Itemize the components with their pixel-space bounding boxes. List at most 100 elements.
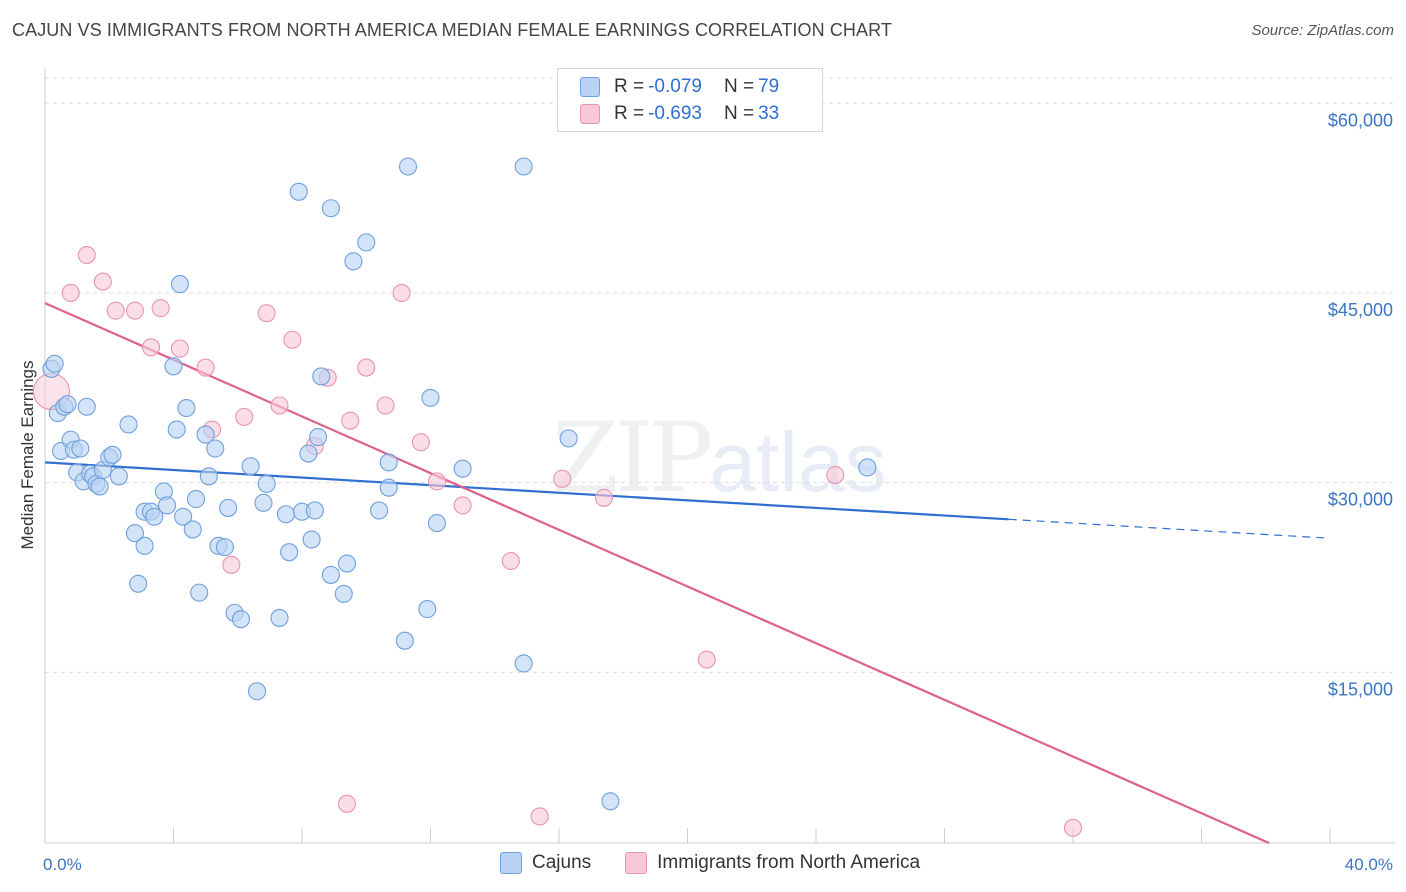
legend-label-cajuns: Cajuns — [532, 852, 592, 873]
immigrant-point — [151, 299, 170, 318]
x-tick-label: 0.0% — [43, 855, 82, 874]
y-tick-label: $30,000 — [1328, 490, 1393, 510]
cajuns-trend-extension — [1008, 518, 1331, 539]
legend-r-label: R = — [614, 76, 645, 97]
immigrant-point — [61, 283, 80, 303]
cajun-point — [254, 493, 273, 512]
cajun-point — [190, 583, 209, 602]
immigrant-point — [337, 794, 357, 813]
cajun-point — [164, 357, 183, 376]
cajun-point — [395, 631, 414, 650]
cajun-point — [90, 477, 109, 496]
legend-item-immigrants: Immigrants from North America — [625, 852, 920, 874]
y-tick-label: $45,000 — [1328, 300, 1393, 320]
immigrant-point — [196, 358, 215, 377]
cajun-point — [299, 444, 318, 463]
immigrant-point — [257, 304, 276, 323]
legend-n-label: N = — [723, 103, 755, 124]
trend-lines — [44, 302, 1331, 845]
axis-labels: $15,000 $30,000 $45,000 $60,000 0.0% 40.0% Med… — [18, 110, 1393, 874]
cajun-point — [109, 467, 128, 486]
cajun-point — [196, 425, 215, 444]
cajun-point — [321, 199, 340, 218]
x-tick-label: 40.0% — [1345, 855, 1393, 874]
immigrant-point — [141, 338, 161, 357]
legend-r-value: -0.079 — [648, 76, 702, 97]
cajun-point — [199, 467, 218, 486]
cajun-point — [219, 498, 238, 517]
cajun-point — [344, 252, 363, 271]
source-note: Source: ZipAtlas.com — [1251, 22, 1394, 39]
cajun-point — [186, 490, 206, 509]
cajun-point — [129, 574, 148, 593]
legend-n-value: 33 — [758, 103, 780, 124]
cajun-point — [302, 530, 321, 549]
series-cajuns-points — [42, 157, 877, 811]
y-tick-label: $15,000 — [1328, 679, 1393, 699]
series-legend: Cajuns Immigrants from North America — [500, 852, 954, 874]
immigrant-point — [697, 650, 716, 669]
cajun-point — [257, 474, 276, 493]
cajun-point — [270, 608, 289, 627]
immigrant-point — [501, 551, 520, 571]
series-immigrants-points — [32, 245, 1083, 837]
immigrant-point — [77, 245, 96, 265]
immigrant-point — [826, 465, 845, 485]
cajun-point — [418, 600, 437, 619]
cajun-point — [167, 420, 186, 439]
immigrant-point — [106, 301, 125, 320]
chart-title: CAJUN VS IMMIGRANTS FROM NORTH AMERICA M… — [12, 20, 892, 40]
watermark-zip: ZIP — [552, 402, 713, 514]
immigrant-point — [427, 472, 446, 491]
immigrant-point — [376, 396, 395, 415]
cajun-point — [427, 514, 446, 533]
y-tick-label: $60,000 — [1328, 110, 1393, 130]
immigrant-point — [1063, 818, 1083, 837]
cajun-point — [514, 157, 533, 176]
immigrant-point — [125, 301, 144, 320]
cajun-point — [119, 415, 138, 434]
legend-n-value: 79 — [758, 76, 780, 97]
cajun-point — [309, 428, 328, 447]
immigrants-trend-line — [44, 302, 1270, 845]
immigrant-point — [341, 411, 360, 430]
cajun-point — [858, 458, 877, 477]
legend-swatch-cajuns — [580, 77, 600, 97]
cajun-point — [379, 478, 398, 497]
cajun-point — [321, 565, 340, 584]
cajun-point — [231, 610, 251, 629]
cajun-point — [58, 395, 77, 414]
immigrant-point — [392, 283, 411, 303]
cajun-point — [276, 505, 295, 524]
cajun-point — [247, 682, 267, 701]
immigrant-point — [270, 396, 289, 415]
cajun-point — [183, 520, 202, 539]
cajun-point — [357, 233, 376, 252]
immigrant-point — [453, 496, 472, 515]
legend-row-cajuns: R = -0.079 N = 79 — [580, 75, 783, 99]
cajun-point — [379, 453, 398, 472]
immigrant-point — [594, 488, 614, 507]
legend-r-value: -0.693 — [648, 103, 702, 124]
immigrant-point — [553, 469, 572, 488]
cajun-point — [71, 439, 90, 458]
cajun-point — [337, 554, 357, 573]
cajun-point — [241, 457, 260, 476]
watermark-atlas: atlas — [709, 415, 887, 509]
legend-row-immigrants: R = -0.693 N = 33 — [580, 102, 783, 126]
immigrant-point — [530, 807, 549, 826]
cajun-point — [177, 398, 196, 418]
cajun-point — [305, 501, 324, 520]
immigrant-point — [283, 330, 302, 349]
legend-label-immigrants: Immigrants from North America — [657, 852, 921, 873]
cajun-point — [174, 507, 193, 526]
cajun-point — [215, 538, 234, 557]
legend-r-label: R = — [614, 103, 645, 124]
cajun-point — [145, 507, 164, 526]
cajun-point — [398, 157, 418, 176]
legend-item-cajuns: Cajuns — [500, 852, 591, 874]
cajun-point — [453, 459, 472, 478]
cajun-point — [421, 388, 440, 407]
watermark: ZIPatlas — [552, 402, 887, 514]
immigrant-point — [411, 433, 430, 452]
